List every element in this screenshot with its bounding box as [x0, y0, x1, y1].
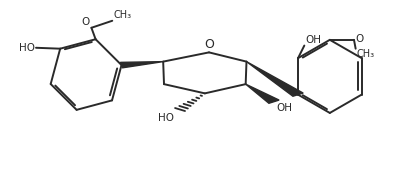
Text: HO: HO — [158, 113, 174, 123]
Text: CH₃: CH₃ — [357, 49, 375, 59]
Polygon shape — [246, 84, 279, 103]
Polygon shape — [247, 62, 303, 96]
Polygon shape — [120, 62, 163, 68]
Text: CH₃: CH₃ — [114, 10, 132, 20]
Text: OH: OH — [276, 103, 292, 113]
Text: O: O — [204, 38, 214, 51]
Text: O: O — [355, 34, 364, 44]
Text: HO: HO — [19, 43, 35, 53]
Text: O: O — [81, 17, 89, 27]
Text: OH: OH — [306, 35, 321, 45]
